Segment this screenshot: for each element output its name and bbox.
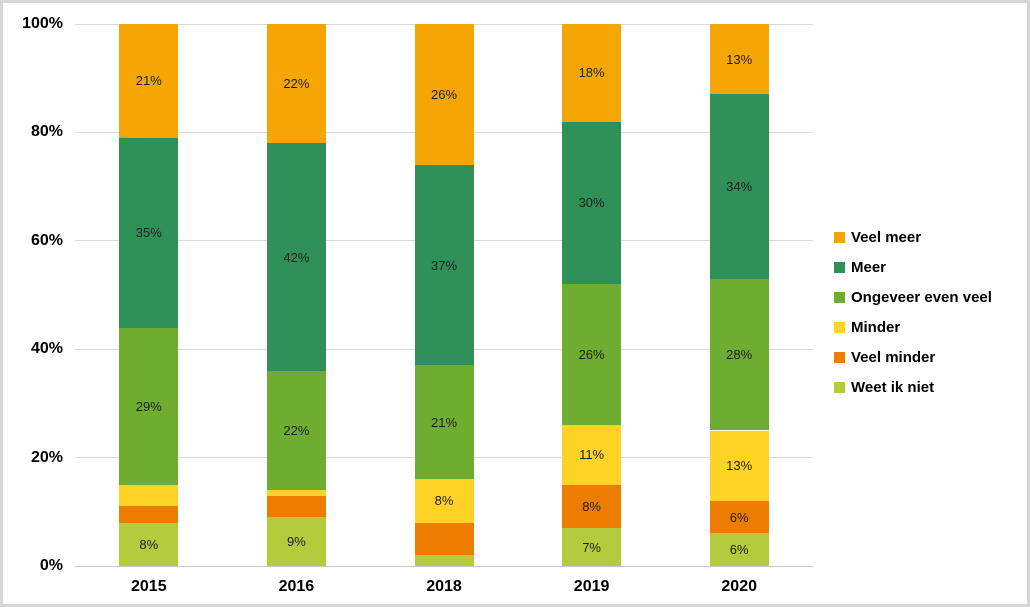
- bar-value-label: 37%: [430, 257, 458, 273]
- legend-swatch-weet-ik-niet: [834, 381, 845, 393]
- bar-value-label: 11%: [579, 447, 605, 463]
- bar-value-label: 6%: [729, 509, 749, 525]
- bar-segment-veel-minder-2016: [266, 495, 326, 518]
- bar-value-label: 21%: [430, 414, 458, 430]
- bar-segment-veel-meer-2015: 21%: [119, 24, 179, 138]
- bar-value-label: 8%: [139, 536, 159, 552]
- bar-value-label: 21%: [135, 73, 162, 89]
- bar-segment-veel-minder-2015: [119, 506, 179, 523]
- legend-item-meer: Meer: [834, 252, 992, 282]
- bar-segment-minder-2018: 8%: [414, 479, 474, 523]
- bar-segment-veel-minder-2020: 6%: [709, 500, 769, 534]
- bar-segment-meer-2020: 34%: [709, 94, 769, 279]
- x-axis-label-2018: 2018: [426, 578, 462, 595]
- legend-swatch-minder: [834, 321, 845, 333]
- legend-item-minder: Minder: [834, 312, 992, 342]
- bar-value-label: 9%: [286, 534, 306, 550]
- legend-swatch-ongeveer-even-veel: [834, 291, 845, 303]
- legend-label: Veel minder: [851, 348, 936, 366]
- legend-item-ongeveer-even-veel: Ongeveer even veel: [834, 282, 992, 312]
- bar-value-label: 26%: [578, 347, 605, 363]
- y-axis-tick-label: 80%: [30, 123, 63, 141]
- legend-label: Ongeveer even veel: [851, 288, 992, 306]
- legend-swatch-meer: [834, 261, 845, 273]
- legend-label: Weet ik niet: [851, 378, 935, 396]
- bar-segment-ongeveer-even-veel-2016: 22%: [266, 370, 326, 491]
- x-axis-label-2020: 2020: [721, 578, 757, 595]
- legend-label: Meer: [851, 258, 887, 276]
- bar-segment-weet-ik-niet-2015: 8%: [119, 522, 179, 566]
- x-axis-baseline: [75, 565, 813, 567]
- bar-value-label: 13%: [726, 458, 753, 474]
- bar-segment-ongeveer-even-veel-2015: 29%: [119, 327, 179, 485]
- legend-label: Minder: [851, 318, 901, 336]
- bar-segment-meer-2019: 30%: [562, 121, 622, 285]
- bar-segment-weet-ik-niet-2018: [414, 555, 474, 566]
- bar-segment-weet-ik-niet-2019: 7%: [562, 528, 622, 566]
- bar-value-label: 6%: [729, 542, 749, 558]
- bar-segment-minder-2020: 13%: [709, 430, 769, 501]
- y-axis-tick-label: 40%: [30, 340, 63, 358]
- bar-value-label: 29%: [135, 398, 162, 414]
- bar-segment-minder-2016: [266, 490, 326, 496]
- bar-segment-veel-meer-2016: 22%: [266, 24, 326, 144]
- bar-segment-minder-2019: 11%: [562, 425, 622, 485]
- bar-segment-ongeveer-even-veel-2019: 26%: [562, 284, 622, 426]
- bar-value-label: 30%: [578, 195, 605, 211]
- y-axis-tick-label: 100%: [22, 15, 63, 32]
- legend-swatch-veel-meer: [834, 231, 845, 243]
- bar-segment-ongeveer-even-veel-2018: 21%: [414, 365, 474, 480]
- legend: Veel meer Meer Ongeveer even veel Minder Vee…: [834, 222, 992, 402]
- bar-segment-veel-minder-2019: 8%: [562, 484, 622, 529]
- bar-value-label: 18%: [578, 65, 605, 81]
- x-axis-label-2019: 2019: [573, 578, 610, 595]
- bar-segment-meer-2015: 35%: [119, 137, 179, 328]
- bar-segment-veel-meer-2019: 18%: [562, 24, 622, 122]
- legend-item-veel-minder: Veel minder: [834, 342, 992, 372]
- bar-segment-veel-meer-2020: 13%: [709, 24, 769, 95]
- y-axis-tick-label: 60%: [30, 231, 63, 249]
- bar-value-label: 35%: [135, 225, 162, 241]
- x-axis-label-2016: 2016: [278, 578, 315, 595]
- bar-segment-ongeveer-even-veel-2020: 28%: [709, 278, 769, 431]
- bar-value-label: 22%: [283, 76, 310, 92]
- bar-segment-veel-minder-2018: [414, 522, 474, 556]
- bar-segment-minder-2015: [119, 484, 179, 507]
- legend-item-weet-ik-niet: Weet ik niet: [834, 372, 992, 402]
- y-axis-tick-label: 0%: [39, 557, 63, 574]
- bar-value-label: 26%: [430, 86, 458, 102]
- legend-item-veel-meer: Veel meer: [834, 222, 992, 252]
- legend-swatch-veel-minder: [834, 351, 845, 363]
- bar-segment-weet-ik-niet-2020: 6%: [709, 533, 769, 566]
- bar-value-label: 42%: [283, 249, 310, 265]
- bar-value-label: 8%: [434, 493, 454, 509]
- bar-segment-veel-meer-2018: 26%: [414, 24, 474, 165]
- bar-value-label: 34%: [726, 179, 753, 195]
- bar-segment-meer-2018: 37%: [414, 164, 474, 366]
- y-axis-tick-label: 20%: [30, 448, 63, 466]
- bar-value-label: 8%: [582, 498, 601, 514]
- bar-value-label: 7%: [582, 539, 601, 555]
- bar-value-label: 13%: [726, 51, 753, 67]
- x-axis-label-2015: 2015: [131, 578, 167, 595]
- bar-value-label: 28%: [726, 347, 753, 363]
- bar-segment-meer-2016: 42%: [266, 143, 326, 371]
- legend-label: Veel meer: [851, 228, 922, 246]
- bar-segment-weet-ik-niet-2016: 9%: [266, 517, 326, 566]
- bar-value-label: 22%: [283, 422, 310, 438]
